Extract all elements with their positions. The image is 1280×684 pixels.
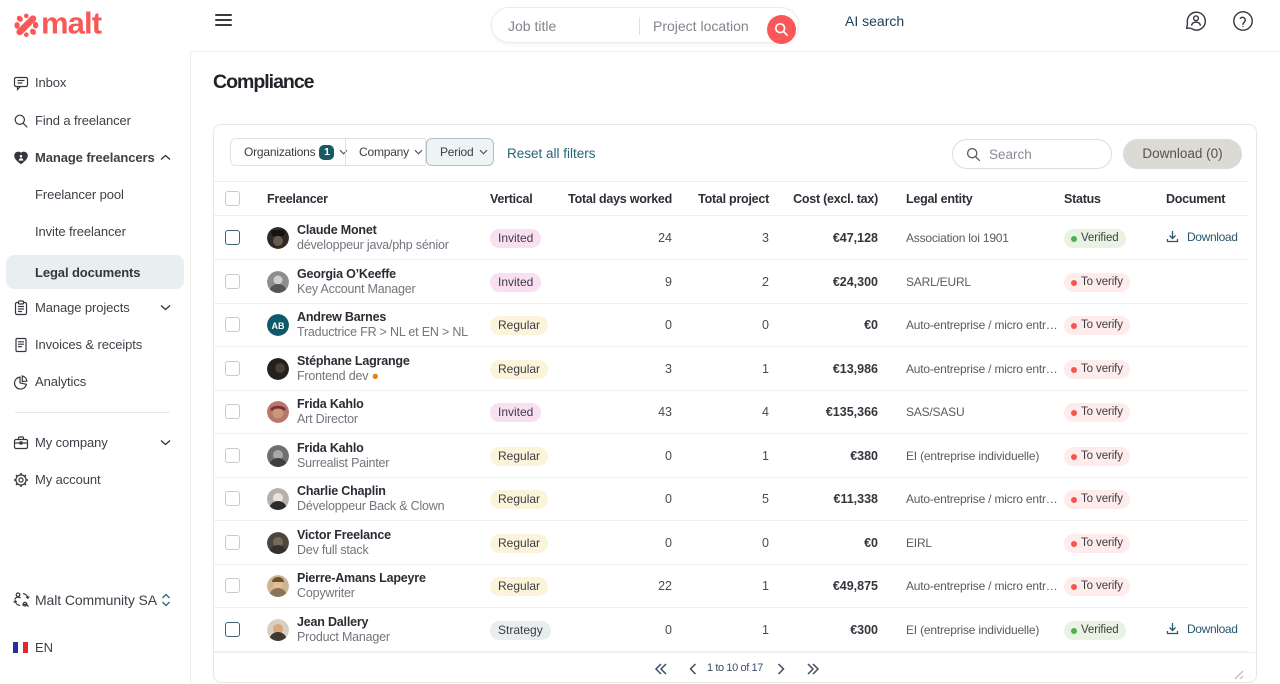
svg-text:AB: AB [272,321,285,331]
svg-text:malt: malt [41,6,102,41]
